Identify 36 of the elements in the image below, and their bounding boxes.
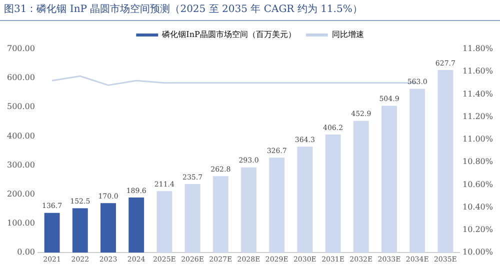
bar <box>269 158 285 253</box>
bar <box>212 176 228 253</box>
y2-tick-label: 11.20% <box>462 112 494 121</box>
y2-tick-label: 11.80% <box>462 44 494 54</box>
bar <box>241 167 256 253</box>
bar <box>156 191 172 253</box>
bar <box>184 184 200 253</box>
y2-tick-label: 11.40% <box>462 89 494 98</box>
bar <box>382 106 397 253</box>
y2-tick-label: 10.80% <box>462 157 494 166</box>
y-tick-label: 300.00 <box>6 160 35 170</box>
bar <box>44 212 60 253</box>
bar <box>297 146 313 253</box>
bar <box>72 208 88 253</box>
y-tick-label: 600.00 <box>6 73 35 82</box>
bar <box>353 120 369 253</box>
y-tick-label: 700.00 <box>6 44 35 54</box>
y-tick-label: 100.00 <box>6 218 35 228</box>
y-tick-label: 500.00 <box>6 102 35 112</box>
y2-tick-label: 10.20% <box>462 225 494 234</box>
bar <box>128 197 144 253</box>
bar <box>100 203 116 253</box>
y-tick-label: 400.00 <box>6 131 35 140</box>
bar <box>438 70 454 253</box>
y2-tick-label: 10.40% <box>462 202 494 212</box>
bar <box>325 134 341 253</box>
y2-tick-label: 11.60% <box>462 66 494 76</box>
legend-label: 磷化铟InP晶圆市场空间（百万美元） <box>161 30 296 40</box>
y-tick-label: 0.00 <box>17 248 35 257</box>
y2-tick-label: 10.00% <box>462 248 494 257</box>
legend-label: 同比增速 <box>332 30 364 40</box>
y2-tick-label: 10.60% <box>462 180 494 189</box>
chart-title: 图31：磷化铟 InP 晶圆市场空间预测（2025 至 2035 年 CAGR 约为 11.5%） <box>0 0 500 21</box>
bar <box>410 88 426 253</box>
y2-tick-label: 11.00% <box>462 134 494 144</box>
y-tick-label: 200.00 <box>6 190 35 199</box>
